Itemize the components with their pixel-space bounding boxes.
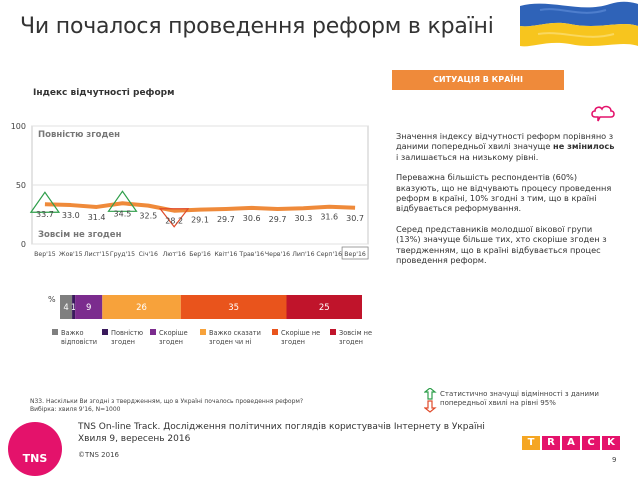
segment-label: 4 [63, 303, 68, 313]
significance-legend: Статистично значущі відмінності з даними… [440, 390, 599, 407]
y-tick-label: 0 [21, 240, 26, 249]
copyright: ©TNS 2016 [78, 451, 119, 459]
highlight-box [341, 246, 369, 260]
x-tick-label: Жов'15 [59, 251, 83, 258]
x-tick-label: Черв'16 [265, 251, 290, 258]
legend-swatch [150, 329, 156, 335]
significant-down-marker [158, 208, 190, 228]
legend-swatch [272, 329, 278, 335]
index-series-line [44, 201, 356, 213]
legend-swatch [330, 329, 336, 335]
tns-logo: TNS [8, 422, 62, 476]
agreement-stacked-bar-chart: %4 1 9 26 35 25ВажковідповістиПовністюзгоденС… [48, 295, 372, 346]
legend-label: Важко [61, 329, 84, 337]
track-letter: C [582, 436, 600, 450]
track-letter: A [562, 436, 580, 450]
situation-badge: СИТУАЦІЯ В КРАЇНІ [392, 70, 564, 90]
segment-label: 9 [86, 303, 91, 313]
x-tick-label: Лист'15 [84, 251, 109, 258]
legend-label: Зовсім не [339, 329, 372, 337]
data-label: 30.3 [294, 214, 312, 223]
track-letter: T [522, 436, 540, 450]
page-title: Чи почалося проведення реформ в країні [20, 14, 494, 39]
legend-label: відповісти [61, 338, 97, 346]
data-label: 30.6 [243, 214, 261, 223]
segment-label: 35 [228, 303, 239, 313]
legend-swatch [102, 329, 108, 335]
page-number: 9 [612, 456, 617, 464]
significant-up-marker [107, 190, 138, 212]
chart-title: Індекс відчутності реформ [33, 88, 175, 98]
legend-swatch [52, 329, 58, 335]
segment-label: 1 [71, 303, 76, 313]
top-scale-label: Повністю згоден [38, 129, 120, 140]
bar-segment [102, 295, 181, 319]
bar-segment [286, 295, 362, 319]
legend-label: Повністю [111, 329, 143, 337]
data-label: 33.0 [62, 211, 80, 220]
data-label: 31.6 [320, 213, 338, 222]
description-paragraph-1: Значення індексу відчутності реформ порі… [396, 131, 615, 162]
x-tick-label: Січ'16 [139, 250, 158, 258]
bar-segment [72, 295, 76, 319]
bar-segment [75, 295, 103, 319]
question-note: N33. Наскільки Ви згодні з твердженням, … [30, 398, 304, 413]
footer-text: TNS On-line Track. Дослідження політични… [78, 422, 485, 444]
x-tick-label: Лют'16 [163, 251, 186, 258]
track-letter: R [542, 436, 560, 450]
segment-label: 25 [319, 303, 330, 313]
bar-segment [60, 295, 73, 319]
data-label: 30.7 [346, 214, 364, 223]
description-paragraph-3: Серед представників молодшої вікової гру… [396, 223, 607, 266]
legend-label: згоден [281, 338, 305, 346]
data-label: 29.1 [191, 216, 209, 225]
data-label: 33.7 [36, 210, 54, 219]
data-label: 32.5 [139, 212, 157, 221]
track-letter: K [602, 436, 620, 450]
legend-label: Скоріше не [281, 329, 320, 337]
x-tick-label: Вер'15 [34, 251, 56, 258]
data-label: 29.7 [217, 215, 235, 224]
x-tick-label: Квіт'16 [214, 250, 237, 258]
legend-label: згоден [339, 338, 363, 346]
x-tick-label: Бер'16 [189, 251, 211, 258]
significant-up-marker [29, 191, 61, 213]
data-label: 34.5 [114, 209, 132, 218]
description-paragraph-2: Переважна більшість респондентів (60%) в… [396, 172, 612, 214]
bottom-scale-label: Зовсім не згоден [38, 229, 122, 240]
data-label: 28.2 [165, 217, 183, 226]
reform-index-line-chart: 0 50 100 Повністю згоден Зовсім не згоден Вер… [11, 122, 369, 260]
segment-label: 26 [136, 303, 147, 313]
y-tick-label: 100 [11, 122, 26, 131]
x-tick-label: Груд'15 [110, 251, 135, 258]
y-tick-label: 50 [16, 181, 26, 190]
legend-label: згоден [111, 338, 135, 346]
significance-arrows-icon [424, 388, 437, 413]
x-tick-label: Лип'16 [292, 251, 314, 258]
x-tick-label: Вер'16 [344, 251, 366, 258]
unit-label: % [48, 295, 56, 304]
x-tick-label: Серп'16 [316, 251, 342, 258]
legend-label: згоден чи ні [209, 338, 252, 346]
legend-label: Скоріше [159, 329, 188, 337]
data-label: 29.7 [269, 215, 287, 224]
bar-segment [180, 295, 287, 319]
ukraine-flag-image [510, 0, 638, 48]
legend-swatch [200, 329, 206, 335]
description-panel: Значення індексу відчутності реформ порі… [396, 131, 618, 275]
x-tick-label: Трав'16 [238, 251, 264, 258]
speech-cloud-icon [590, 104, 616, 124]
legend-label: згоден [159, 338, 183, 346]
data-label: 31.4 [88, 213, 106, 222]
legend-label: Важко сказати [209, 329, 261, 337]
